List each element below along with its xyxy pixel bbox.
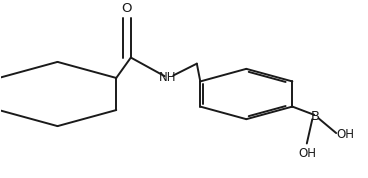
Text: O: O: [121, 2, 132, 15]
Text: NH: NH: [159, 71, 176, 84]
Text: OH: OH: [336, 128, 354, 141]
Text: OH: OH: [298, 146, 316, 159]
Text: B: B: [311, 110, 320, 123]
